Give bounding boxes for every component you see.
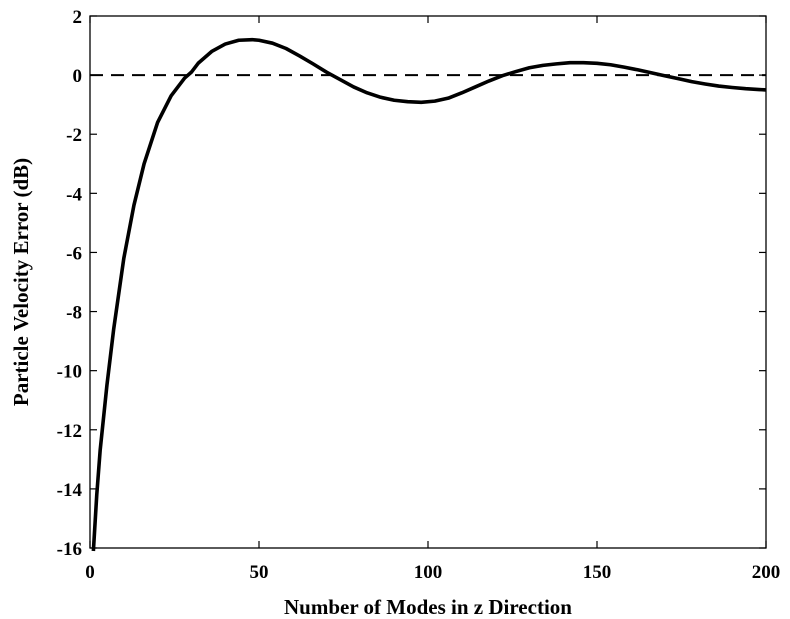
plot-area	[89, 15, 767, 552]
y-tick-label: -2	[66, 125, 82, 146]
y-tick-label: -14	[57, 480, 83, 501]
axes-box	[89, 15, 767, 549]
x-tick-label: 100	[414, 562, 443, 583]
y-tick-label: -6	[66, 243, 82, 264]
x-tick-label: 200	[752, 562, 781, 583]
y-tick-label: 2	[73, 7, 83, 28]
y-tick-label: -12	[57, 421, 82, 442]
axis-ticks	[89, 15, 767, 549]
series-layer	[90, 37, 767, 552]
x-tick-label: 150	[583, 562, 612, 583]
y-tick-label: 0	[73, 66, 83, 87]
error-curve-line	[91, 37, 767, 552]
y-tick-label: -4	[66, 184, 82, 205]
y-tick-label: -16	[57, 539, 82, 560]
y-tick-label: -10	[57, 362, 82, 383]
y-axis-label: Particle Velocity Error (dB)	[9, 158, 33, 406]
x-tick-label: 0	[85, 562, 95, 583]
x-axis-label: Number of Modes in z Direction	[284, 595, 572, 619]
y-tick-label: -8	[66, 303, 82, 324]
tick-labels: 0 50 100 150 200 -16 -14 -12 -10 -8 -6 -4 -2 0 2	[57, 7, 781, 583]
x-tick-label: 50	[250, 562, 269, 583]
